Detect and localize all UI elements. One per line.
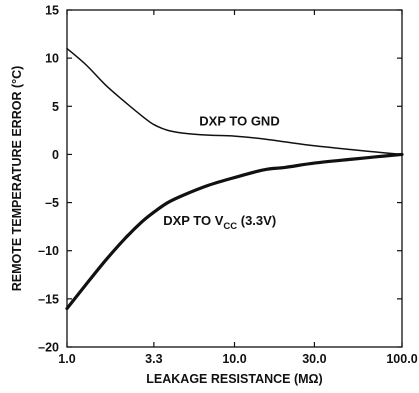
annotations: DXP TO GND DXP TO VCC (3.3V): [159, 111, 284, 234]
x-tick-label: 30.0: [302, 352, 326, 366]
vcc-label-main: DXP TO V: [163, 213, 224, 228]
gnd-series-label: DXP TO GND: [199, 114, 279, 129]
y-tick-label: 0: [52, 148, 59, 162]
y-tick-label: –15: [38, 292, 59, 306]
gnd-label-background: [195, 111, 284, 131]
vcc-label-background: [159, 210, 281, 234]
x-tick-label: 1.0: [58, 352, 75, 366]
y-tick-label: 15: [45, 4, 59, 18]
axes: 15 10 5 0 –5 –10 –15 –201.0 3.3 10.0 30.0 100.0: [38, 4, 418, 367]
x-axis-label: LEAKAGE RESISTANCE (MΩ): [146, 372, 322, 386]
x-tick-label: 10.0: [222, 352, 246, 366]
y-tick-label: –5: [45, 196, 59, 210]
x-tick-label: 3.3: [145, 352, 162, 366]
x-tick-label: 100.0: [386, 352, 417, 366]
y-tick-label: –10: [38, 244, 59, 258]
vcc-label-tail: (3.3V): [237, 213, 276, 228]
y-tick-label: –20: [38, 341, 59, 355]
y-tick-label: 5: [52, 100, 59, 114]
y-axis-label: REMOTE TEMPERATURE ERROR (°C): [10, 66, 24, 292]
y-tick-label: 10: [45, 52, 59, 66]
series-line-vcc: [65, 152, 404, 311]
vcc-series-label: DXP TO VCC (3.3V): [163, 213, 276, 232]
series-line-gnd: [66, 47, 403, 156]
series-group: [65, 47, 404, 311]
vcc-label-subscript: CC: [223, 221, 237, 232]
